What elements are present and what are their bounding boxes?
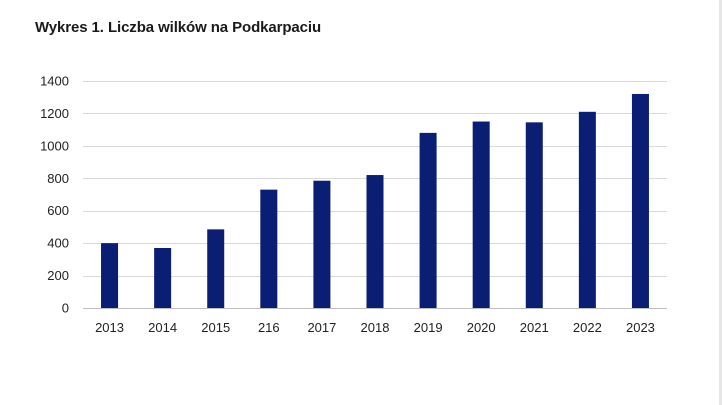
bar-2019 [419, 132, 437, 308]
x-axis-ticks: 2013 2014 2015 216 2017 2018 2019 2020 2021 2022 2… [95, 320, 655, 335]
x-tick-label: 2014 [148, 320, 177, 335]
x-tick-label: 2022 [573, 320, 602, 335]
y-tick-label: 200 [47, 268, 69, 283]
x-tick-label: 2017 [307, 320, 336, 335]
y-axis-ticks: 0 200 400 600 800 1000 1200 1400 [40, 74, 69, 316]
x-tick-label: 2023 [626, 320, 655, 335]
x-tick-label: 2019 [414, 320, 443, 335]
bar-2014 [154, 248, 172, 308]
y-tick-label: 400 [47, 236, 69, 251]
y-tick-label: 1200 [40, 106, 69, 121]
bar-2021 [525, 122, 543, 308]
bar-2013 [101, 243, 119, 308]
y-tick-label: 600 [47, 203, 69, 218]
y-tick-label: 1400 [40, 74, 69, 89]
y-tick-label: 1000 [40, 138, 69, 153]
bar-2022 [578, 111, 596, 308]
x-tick-label: 2021 [520, 320, 549, 335]
x-tick-label: 2013 [95, 320, 124, 335]
chart-title: Wykres 1. Liczba wilków na Podkarpaciu [35, 19, 322, 36]
y-tick-label: 0 [62, 301, 69, 316]
x-tick-label: 2015 [201, 320, 230, 335]
bar-2018 [366, 175, 384, 308]
bar-2015 [207, 229, 225, 308]
bar-216 [260, 189, 278, 308]
bar-2017 [313, 180, 331, 308]
bar-2020 [472, 121, 490, 309]
bar-2023 [631, 93, 649, 308]
window-edge [719, 0, 722, 405]
bars [101, 93, 649, 309]
x-tick-label: 2018 [361, 320, 390, 335]
x-tick-label: 2020 [467, 320, 496, 335]
x-tick-label: 216 [258, 320, 280, 335]
y-tick-label: 800 [47, 171, 69, 186]
